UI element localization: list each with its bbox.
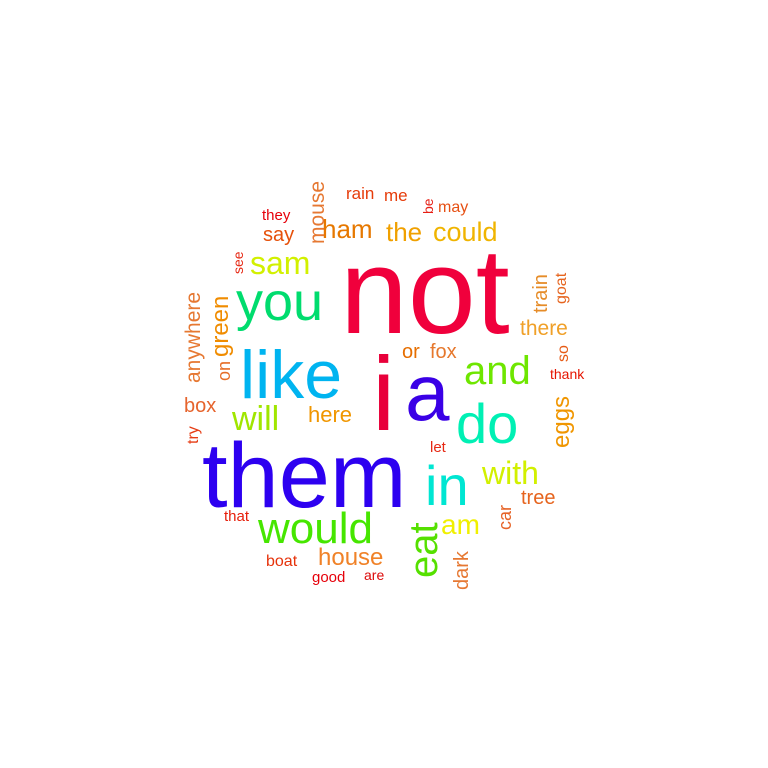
word-train: train bbox=[530, 274, 552, 313]
word-try: try bbox=[185, 426, 202, 444]
word-let: let bbox=[430, 439, 447, 456]
word-will: will bbox=[231, 400, 279, 438]
word-they: they bbox=[262, 207, 291, 224]
word-good: good bbox=[312, 569, 345, 586]
word-me: me bbox=[384, 186, 408, 205]
word-like: like bbox=[240, 337, 342, 413]
word-goat: goat bbox=[553, 272, 570, 304]
word-green: green bbox=[207, 296, 234, 357]
word-would: would bbox=[257, 504, 373, 553]
word-and: and bbox=[464, 349, 531, 393]
word-the: the bbox=[386, 217, 422, 247]
word-fox: fox bbox=[430, 341, 457, 363]
word-them: them bbox=[202, 425, 407, 527]
word-tree: tree bbox=[521, 487, 555, 509]
word-with: with bbox=[481, 455, 539, 491]
word-may: may bbox=[438, 199, 468, 216]
word-sam: sam bbox=[250, 245, 310, 281]
word-be: be bbox=[420, 198, 436, 214]
word-dark: dark bbox=[451, 550, 473, 590]
word-do: do bbox=[456, 392, 518, 455]
word-boat: boat bbox=[266, 553, 298, 570]
word-say: say bbox=[263, 224, 294, 246]
word-you: you bbox=[236, 272, 323, 332]
word-that: that bbox=[224, 508, 250, 525]
word-not: not bbox=[340, 223, 510, 359]
word-a: a bbox=[405, 348, 450, 437]
word-house: house bbox=[318, 544, 383, 571]
word-ham: ham bbox=[322, 214, 373, 244]
word-am: am bbox=[441, 509, 480, 540]
word-anywhere: anywhere bbox=[182, 292, 205, 383]
word-see: see bbox=[230, 251, 246, 274]
word-could: could bbox=[433, 217, 498, 247]
word-or: or bbox=[402, 341, 420, 363]
word-on: on bbox=[214, 361, 234, 381]
word-rain: rain bbox=[346, 184, 374, 203]
word-eat: eat bbox=[402, 522, 446, 578]
word-in: in bbox=[425, 454, 469, 517]
word-car: car bbox=[495, 505, 515, 530]
word-so: so bbox=[555, 345, 572, 362]
word-there: there bbox=[520, 317, 568, 340]
word-box: box bbox=[184, 395, 216, 417]
word-i: i bbox=[372, 336, 395, 453]
word-eggs: eggs bbox=[548, 396, 575, 448]
word-thank: thank bbox=[550, 366, 585, 382]
word-here: here bbox=[308, 402, 352, 427]
word-mouse: mouse bbox=[306, 181, 329, 244]
word-are: are bbox=[364, 567, 384, 583]
